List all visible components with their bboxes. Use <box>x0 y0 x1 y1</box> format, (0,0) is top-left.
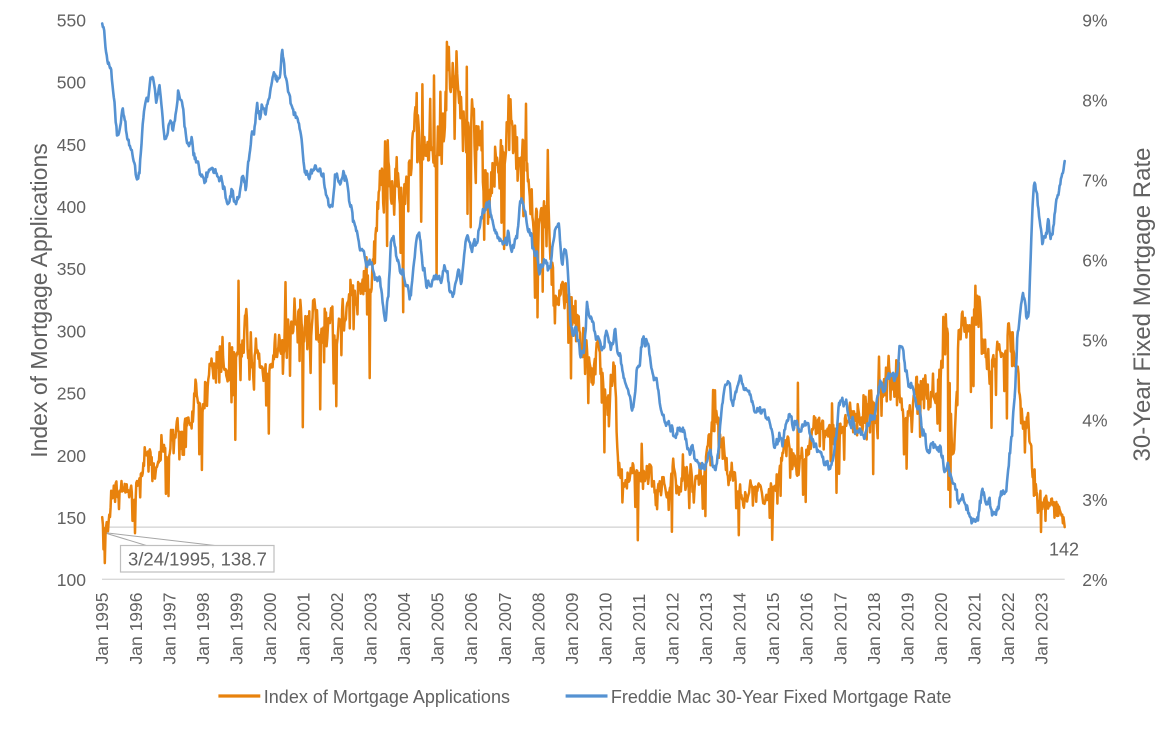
svg-text:30-Year Fixed Mortgage Rate: 30-Year Fixed Mortgage Rate <box>1129 148 1156 462</box>
svg-text:Jan 2007: Jan 2007 <box>495 592 515 664</box>
svg-text:Jan 2002: Jan 2002 <box>327 592 347 664</box>
svg-text:Jan 1996: Jan 1996 <box>126 592 146 664</box>
svg-text:6%: 6% <box>1082 250 1107 270</box>
svg-text:Jan 2016: Jan 2016 <box>797 592 817 664</box>
svg-text:2%: 2% <box>1082 570 1107 590</box>
svg-text:150: 150 <box>57 508 86 528</box>
svg-text:Jan 2017: Jan 2017 <box>830 592 850 664</box>
svg-text:Jan 2018: Jan 2018 <box>864 592 884 664</box>
svg-text:Jan 2021: Jan 2021 <box>965 592 985 664</box>
svg-text:Jan 2013: Jan 2013 <box>696 592 716 664</box>
svg-text:300: 300 <box>57 321 86 341</box>
svg-text:Jan 2010: Jan 2010 <box>595 592 615 664</box>
svg-text:Index of Mortgage Applications: Index of Mortgage Applications <box>26 143 52 458</box>
svg-text:Jan 2009: Jan 2009 <box>562 592 582 664</box>
svg-text:Jan 2023: Jan 2023 <box>1032 592 1052 664</box>
svg-text:3/24/1995, 138.7: 3/24/1995, 138.7 <box>128 548 267 569</box>
svg-text:400: 400 <box>57 197 86 217</box>
svg-text:Jan 2004: Jan 2004 <box>394 592 414 664</box>
svg-text:200: 200 <box>57 446 86 466</box>
svg-text:550: 550 <box>57 10 86 30</box>
svg-text:8%: 8% <box>1082 90 1107 110</box>
svg-text:3%: 3% <box>1082 490 1107 510</box>
svg-text:4%: 4% <box>1082 410 1107 430</box>
svg-text:Jan 2000: Jan 2000 <box>260 592 280 664</box>
svg-text:142: 142 <box>1049 539 1079 559</box>
svg-text:Jan 1997: Jan 1997 <box>159 592 179 664</box>
svg-text:5%: 5% <box>1082 330 1107 350</box>
svg-text:Jan 2019: Jan 2019 <box>897 592 917 664</box>
svg-text:Jan 1998: Jan 1998 <box>193 592 213 664</box>
svg-text:250: 250 <box>57 384 86 404</box>
svg-text:450: 450 <box>57 135 86 155</box>
svg-text:Jan 1995: Jan 1995 <box>92 592 112 664</box>
svg-text:Jan 2014: Jan 2014 <box>730 592 750 664</box>
svg-text:Jan 2011: Jan 2011 <box>629 594 649 665</box>
svg-text:Jan 2008: Jan 2008 <box>528 592 548 664</box>
svg-text:9%: 9% <box>1082 10 1107 30</box>
svg-text:Jan 2020: Jan 2020 <box>931 592 951 664</box>
svg-text:Jan 2015: Jan 2015 <box>763 592 783 664</box>
svg-text:Index of Mortgage Applications: Index of Mortgage Applications <box>264 687 510 707</box>
svg-text:350: 350 <box>57 259 86 279</box>
svg-text:Jan 1999: Jan 1999 <box>226 592 246 664</box>
svg-text:Jan 2003: Jan 2003 <box>361 592 381 664</box>
svg-text:Jan 2001: Jan 2001 <box>294 592 314 664</box>
svg-text:500: 500 <box>57 73 86 93</box>
svg-text:Jan 2005: Jan 2005 <box>428 592 448 664</box>
svg-text:Jan 2012: Jan 2012 <box>663 592 683 664</box>
svg-text:100: 100 <box>57 570 86 590</box>
svg-text:Jan 2006: Jan 2006 <box>461 592 481 664</box>
svg-text:Jan 2022: Jan 2022 <box>998 592 1018 664</box>
svg-text:7%: 7% <box>1082 170 1107 190</box>
svg-text:Freddie Mac 30-Year Fixed Mort: Freddie Mac 30-Year Fixed Mortgage Rate <box>611 687 952 707</box>
